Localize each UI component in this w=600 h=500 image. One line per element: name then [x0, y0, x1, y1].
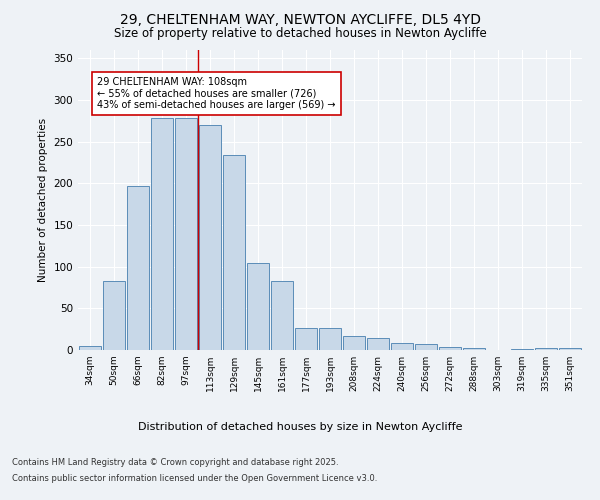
- Bar: [535, 348, 557, 350]
- Bar: [199, 125, 221, 350]
- Bar: [247, 264, 269, 350]
- Text: Size of property relative to detached houses in Newton Aycliffe: Size of property relative to detached ho…: [113, 28, 487, 40]
- Bar: [439, 346, 461, 350]
- Text: Contains HM Land Registry data © Crown copyright and database right 2025.: Contains HM Land Registry data © Crown c…: [12, 458, 338, 467]
- Bar: [271, 281, 293, 350]
- Bar: [79, 346, 101, 350]
- Bar: [559, 348, 581, 350]
- Bar: [103, 281, 125, 350]
- Text: Contains public sector information licensed under the Open Government Licence v3: Contains public sector information licen…: [12, 474, 377, 483]
- Y-axis label: Number of detached properties: Number of detached properties: [38, 118, 48, 282]
- Bar: [511, 349, 533, 350]
- Bar: [367, 338, 389, 350]
- Bar: [415, 344, 437, 350]
- Text: Distribution of detached houses by size in Newton Aycliffe: Distribution of detached houses by size …: [138, 422, 462, 432]
- Text: 29, CHELTENHAM WAY, NEWTON AYCLIFFE, DL5 4YD: 29, CHELTENHAM WAY, NEWTON AYCLIFFE, DL5…: [119, 12, 481, 26]
- Bar: [223, 155, 245, 350]
- Bar: [319, 328, 341, 350]
- Text: 29 CHELTENHAM WAY: 108sqm
← 55% of detached houses are smaller (726)
43% of semi: 29 CHELTENHAM WAY: 108sqm ← 55% of detac…: [97, 76, 336, 110]
- Bar: [295, 328, 317, 350]
- Bar: [463, 348, 485, 350]
- Bar: [127, 186, 149, 350]
- Bar: [151, 118, 173, 350]
- Bar: [175, 118, 197, 350]
- Bar: [391, 344, 413, 350]
- Bar: [343, 336, 365, 350]
